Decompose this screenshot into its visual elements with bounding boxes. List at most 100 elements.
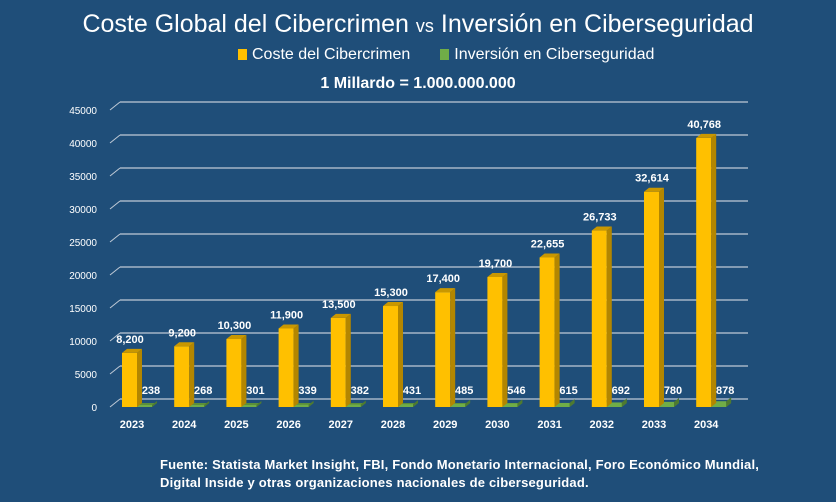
data-label-inversion: 692 (612, 385, 630, 397)
gridline-diagonal (109, 134, 121, 144)
bar-coste (174, 346, 190, 407)
data-label-coste: 8,200 (116, 334, 144, 346)
gridline-diagonal (109, 365, 121, 375)
bar-inversion (605, 402, 622, 407)
x-tick-label: 2034 (694, 419, 719, 431)
bar-inversion (292, 404, 309, 407)
bar-coste-top (330, 313, 351, 318)
y-tick-label: 20000 (69, 271, 97, 282)
data-label-inversion: 301 (246, 385, 264, 397)
bar-inversion (449, 403, 466, 407)
data-label-inversion: 431 (403, 385, 421, 397)
bar-coste-side (450, 288, 456, 407)
legend-item-inversion: Inversión en Ciberseguridad (440, 46, 654, 64)
gridline-diagonal (109, 101, 121, 111)
bar-coste (226, 339, 242, 407)
x-tick-label: 2029 (433, 419, 457, 431)
gridline-diagonal (109, 299, 121, 309)
data-label-inversion: 238 (142, 385, 160, 397)
data-label-inversion: 878 (716, 385, 734, 397)
bar-inversion-side (726, 397, 732, 407)
data-label-coste: 10,300 (218, 320, 252, 332)
bar-inversion (344, 404, 361, 407)
data-label-coste: 17,400 (426, 273, 460, 285)
bar-coste-top (226, 335, 247, 340)
bar-coste-side (398, 302, 403, 407)
bar-inversion (710, 401, 727, 407)
data-label-inversion: 485 (455, 385, 473, 397)
data-label-inversion: 382 (351, 385, 369, 397)
bar-coste-top (696, 133, 717, 138)
data-label-coste: 15,300 (374, 287, 408, 299)
data-label-coste: 11,900 (270, 309, 303, 321)
bar-inversion (501, 403, 518, 407)
bar-inversion-side (152, 401, 157, 407)
data-label-coste: 26,733 (583, 212, 617, 224)
gridline-diagonal (109, 233, 121, 243)
bar-coste-top (539, 253, 560, 258)
bar-inversion-side (256, 401, 262, 407)
bar-coste (122, 352, 137, 407)
bar-coste (539, 257, 555, 407)
bar-coste-side (293, 324, 299, 407)
bar-inversion-side (308, 400, 314, 407)
x-tick-label: 2023 (120, 419, 144, 431)
chart-subtitle: 1 Millardo = 1.000.000.000 (320, 75, 516, 92)
x-tick-label: 2032 (590, 419, 614, 431)
gridline-diagonal (109, 398, 121, 408)
bar-coste-side (189, 342, 195, 407)
y-tick-label: 30000 (69, 205, 97, 216)
data-label-coste: 22,655 (531, 238, 565, 250)
x-tick-label: 2027 (329, 419, 353, 431)
bar-inversion-side (360, 400, 366, 407)
gridline-diagonal (109, 266, 121, 276)
data-label-coste: 13,500 (322, 299, 356, 311)
gridline-diagonal (109, 332, 121, 342)
legend: Coste del Cibercrimen Inversión en Ciber… (238, 46, 654, 64)
footer-line-2: Digital Inside y otras organizaciones na… (160, 475, 589, 490)
bar-coste-side (241, 335, 247, 407)
data-label-inversion: 615 (559, 385, 577, 397)
x-tick-label: 2028 (381, 419, 405, 431)
bar-coste-side (502, 272, 508, 407)
y-tick-label: 25000 (69, 238, 97, 249)
bar-coste (644, 191, 659, 407)
y-tick-label: 35000 (69, 172, 97, 183)
bar-coste-side (711, 133, 717, 407)
bar-inversion-side (413, 400, 418, 407)
bar-inversion (397, 404, 413, 407)
y-tick-label: 15000 (69, 304, 97, 315)
data-label-inversion: 546 (507, 385, 525, 397)
data-label-coste: 32,614 (635, 173, 670, 185)
data-label-coste: 40,768 (687, 119, 721, 131)
chart-title: Coste Global del Cibercrimen vs Inversió… (82, 10, 754, 38)
bar-coste-side (137, 348, 142, 407)
footer-line-1: Fuente: Statista Market Insight, FBI, Fo… (160, 457, 760, 472)
data-label-inversion: 339 (298, 385, 316, 397)
bar-inversion (240, 405, 257, 407)
x-tick-label: 2025 (224, 419, 248, 431)
y-tick-label: 0 (91, 403, 97, 414)
bar-coste-top (122, 348, 142, 353)
y-tick-label: 40000 (69, 139, 97, 150)
bar-inversion-side (204, 401, 210, 407)
bar-inversion (188, 405, 205, 407)
bar-coste (487, 276, 503, 407)
data-label-inversion: 268 (194, 385, 212, 397)
bar-coste-side (606, 226, 612, 407)
bar-coste (591, 230, 607, 407)
legend-swatch-inversion (440, 49, 450, 60)
bar-inversion (553, 402, 570, 407)
source-footer: Fuente: Statista Market Insight, FBI, Fo… (160, 456, 759, 492)
x-tick-label: 2033 (642, 419, 666, 431)
bar-coste (330, 317, 346, 407)
x-tick-label: 2030 (485, 419, 509, 431)
bar-coste-top (644, 187, 664, 192)
bar-coste (278, 328, 294, 407)
bar-coste-side (659, 187, 664, 407)
bar-inversion-side (465, 399, 471, 407)
y-tick-label: 10000 (69, 337, 97, 348)
y-tick-label: 5000 (75, 370, 98, 381)
